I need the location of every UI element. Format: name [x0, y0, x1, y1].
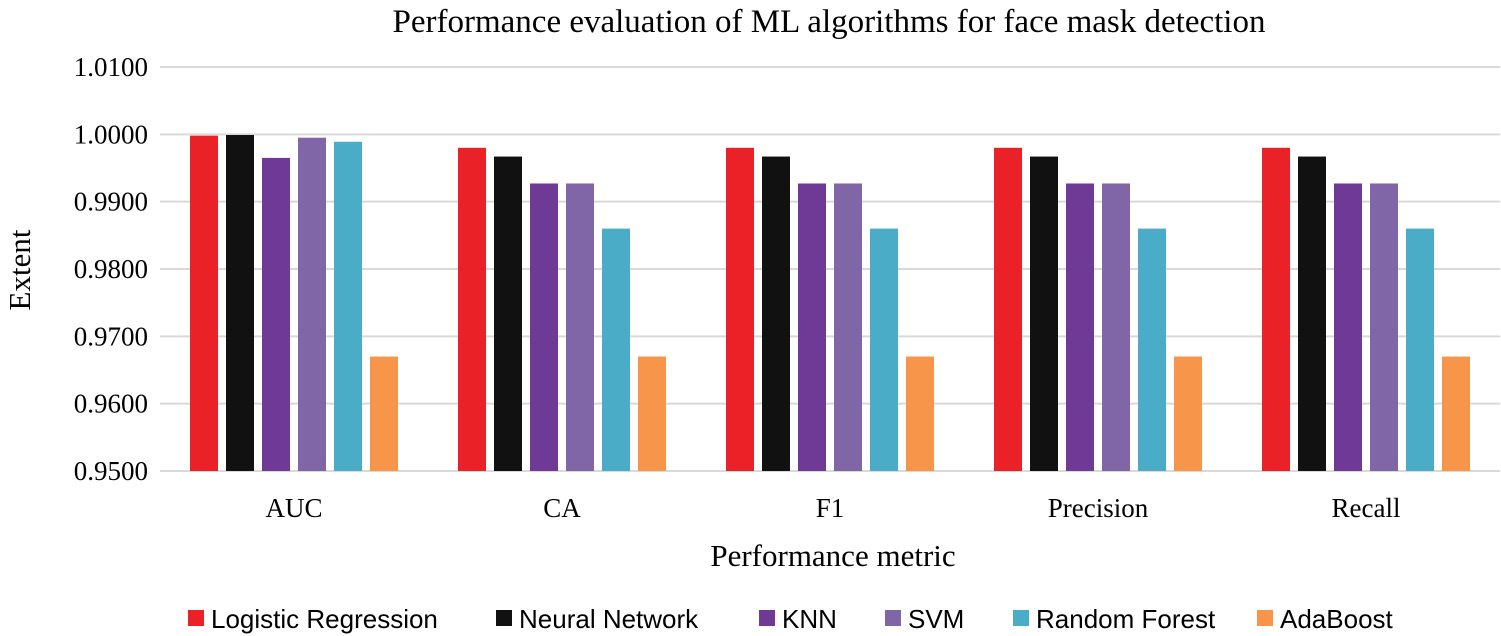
- legend-swatch: [1257, 610, 1273, 626]
- bar-knn-precision: [1066, 183, 1094, 471]
- y-axis-title: Extent: [2, 229, 37, 310]
- bar-adaboost-ca: [638, 356, 666, 471]
- legend-item: AdaBoost: [1257, 604, 1394, 634]
- bar-logistic-regression-f1: [726, 147, 754, 472]
- y-tick-label: 0.9500: [74, 456, 148, 486]
- bar-neural-network-precision: [1030, 156, 1058, 471]
- x-tick-label: AUC: [265, 493, 322, 523]
- legend-item: Logistic Regression: [188, 604, 438, 634]
- bar-svm-auc: [298, 137, 326, 471]
- y-tick-label: 0.9900: [74, 187, 148, 217]
- x-axis-ticks: AUC CA F1 Precision Recall: [265, 493, 1400, 523]
- legend-swatch: [759, 610, 775, 626]
- bars: [190, 135, 1470, 472]
- bar-random-forest-ca: [602, 228, 630, 471]
- legend-label: KNN: [782, 604, 837, 634]
- legend-swatch: [885, 610, 901, 626]
- legend-label: Random Forest: [1036, 604, 1216, 634]
- legend-item: Random Forest: [1013, 604, 1216, 634]
- legend-item: KNN: [759, 604, 837, 634]
- y-axis-ticks: 0.9500 0.9600 0.9700 0.9800 0.9900 1.0000 1.01…: [74, 52, 148, 486]
- legend-swatch: [1013, 610, 1029, 626]
- x-tick-label: CA: [543, 493, 581, 523]
- bar-adaboost-precision: [1174, 356, 1202, 471]
- bar-neural-network-f1: [762, 156, 790, 471]
- y-tick-label: 0.9700: [74, 321, 148, 351]
- bar-svm-precision: [1102, 183, 1130, 471]
- legend-item: Neural Network: [496, 604, 699, 634]
- bar-knn-recall: [1334, 183, 1362, 471]
- bar-neural-network-ca: [494, 156, 522, 471]
- bar-svm-recall: [1370, 183, 1398, 471]
- y-tick-label: 1.0100: [74, 52, 148, 82]
- chart-title: Performance evaluation of ML algorithms …: [393, 4, 1266, 40]
- x-tick-label: F1: [816, 493, 845, 523]
- y-tick-label: 0.9600: [74, 389, 148, 419]
- y-tick-label: 0.9800: [74, 254, 148, 284]
- legend-label: SVM: [908, 604, 964, 634]
- x-axis-title: Performance metric: [710, 538, 955, 573]
- legend-label: Neural Network: [519, 604, 699, 634]
- bar-neural-network-auc: [226, 135, 254, 472]
- bar-random-forest-f1: [870, 228, 898, 471]
- bar-neural-network-recall: [1298, 156, 1326, 471]
- bar-logistic-regression-ca: [458, 147, 486, 472]
- bar-svm-f1: [834, 183, 862, 471]
- bar-random-forest-recall: [1406, 228, 1434, 471]
- bar-knn-ca: [530, 183, 558, 471]
- bar-knn-f1: [798, 183, 826, 471]
- legend-swatch: [188, 610, 204, 626]
- y-tick-label: 1.0000: [74, 119, 148, 149]
- x-tick-label: Recall: [1332, 493, 1401, 523]
- bar-logistic-regression-recall: [1262, 147, 1290, 472]
- bar-svm-ca: [566, 183, 594, 471]
- bar-adaboost-recall: [1442, 356, 1470, 471]
- bar-adaboost-auc: [370, 356, 398, 471]
- x-tick-label: Precision: [1048, 493, 1149, 523]
- legend-item: SVM: [885, 604, 964, 634]
- bar-logistic-regression-precision: [994, 147, 1022, 472]
- bar-logistic-regression-auc: [190, 135, 218, 471]
- bar-random-forest-auc: [334, 141, 362, 472]
- bar-random-forest-precision: [1138, 228, 1166, 471]
- bar-knn-auc: [262, 157, 290, 471]
- legend-label: Logistic Regression: [211, 604, 438, 634]
- legend-label: AdaBoost: [1280, 604, 1394, 634]
- bar-adaboost-f1: [906, 356, 934, 471]
- legend-swatch: [496, 610, 512, 626]
- legend: Logistic Regression Neural Network KNN SVM R…: [188, 604, 1394, 634]
